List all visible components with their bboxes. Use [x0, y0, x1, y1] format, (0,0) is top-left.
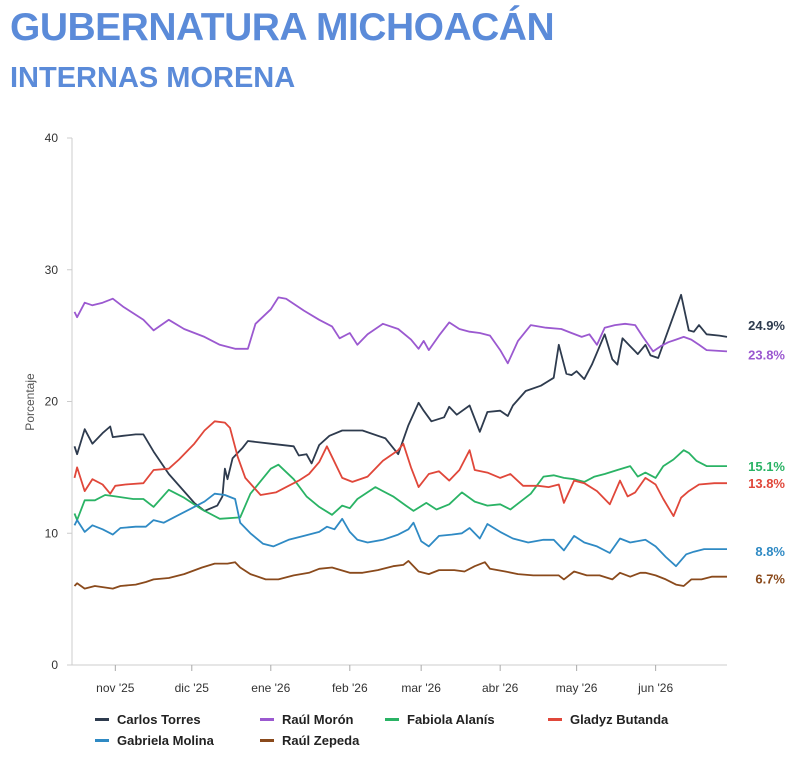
series-line-raul-zepeda [73, 560, 727, 590]
series-line-gladyz-butanda [73, 420, 727, 517]
series-line-gabriela-molina [73, 492, 727, 568]
x-tick-label: ene '26 [251, 681, 290, 695]
x-tick-label: dic '25 [175, 681, 210, 695]
y-tick-label: 20 [45, 395, 59, 409]
legend-label: Raúl Zepeda [282, 733, 360, 748]
y-tick-label: 0 [51, 658, 58, 672]
series-line-fabiola-alanis [73, 449, 727, 521]
series-line-raul-moron [73, 296, 728, 365]
legend-swatch [385, 718, 399, 721]
x-tick-label: abr '26 [482, 681, 519, 695]
x-ticks: nov '25 dic '25 ene '26 feb '26 mar '26 abr '… [96, 665, 673, 695]
end-label-raul-moron: 23.8% [748, 347, 785, 362]
legend-label: Gabriela Molina [117, 733, 214, 748]
x-tick-label: feb '26 [332, 681, 368, 695]
legend-item[interactable]: Carlos Torres [95, 712, 201, 727]
legend-label: Gladyz Butanda [570, 712, 669, 727]
y-tick-label: 40 [45, 131, 59, 145]
x-tick-label: may '26 [556, 681, 598, 695]
legend-label: Carlos Torres [117, 712, 201, 727]
y-tick-label: 30 [45, 263, 59, 277]
legend-item[interactable]: Fabiola Alanís [385, 712, 495, 727]
series-line-carlos-torres [73, 293, 728, 512]
y-tick-label: 10 [45, 526, 59, 540]
legend-swatch [260, 718, 274, 721]
series-lines [73, 293, 728, 590]
y-ticks: 0 10 20 30 40 [45, 131, 72, 672]
legend-label: Raúl Morón [282, 712, 354, 727]
series-end-labels: 24.9% 23.8% 15.1% 13.8% 8.8% 6.7% [748, 318, 785, 587]
legend-swatch [95, 718, 109, 721]
legend-item[interactable]: Gabriela Molina [95, 733, 214, 748]
end-label-gladyz-butanda: 13.8% [748, 476, 785, 491]
legend-item[interactable]: Raúl Zepeda [260, 733, 359, 748]
end-label-fabiola-alanis: 15.1% [748, 459, 785, 474]
end-label-gabriela-molina: 8.8% [755, 544, 785, 559]
legend-swatch [95, 739, 109, 742]
x-tick-label: jun '26 [637, 681, 673, 695]
end-label-raul-zepeda: 6.7% [755, 572, 785, 587]
legend-label: Fabiola Alanís [407, 712, 495, 727]
legend-item[interactable]: Gladyz Butanda [548, 712, 668, 727]
y-axis-label: Porcentaje [23, 373, 37, 431]
x-tick-label: mar '26 [401, 681, 441, 695]
legend-swatch [548, 718, 562, 721]
end-label-carlos-torres: 24.9% [748, 318, 785, 333]
chart-title: GUBERNATURA MICHOACÁN [10, 6, 555, 49]
legend-swatch [260, 739, 274, 742]
chart-subtitle: INTERNAS MORENA [10, 62, 296, 94]
legend-item[interactable]: Raúl Morón [260, 712, 354, 727]
x-tick-label: nov '25 [96, 681, 135, 695]
